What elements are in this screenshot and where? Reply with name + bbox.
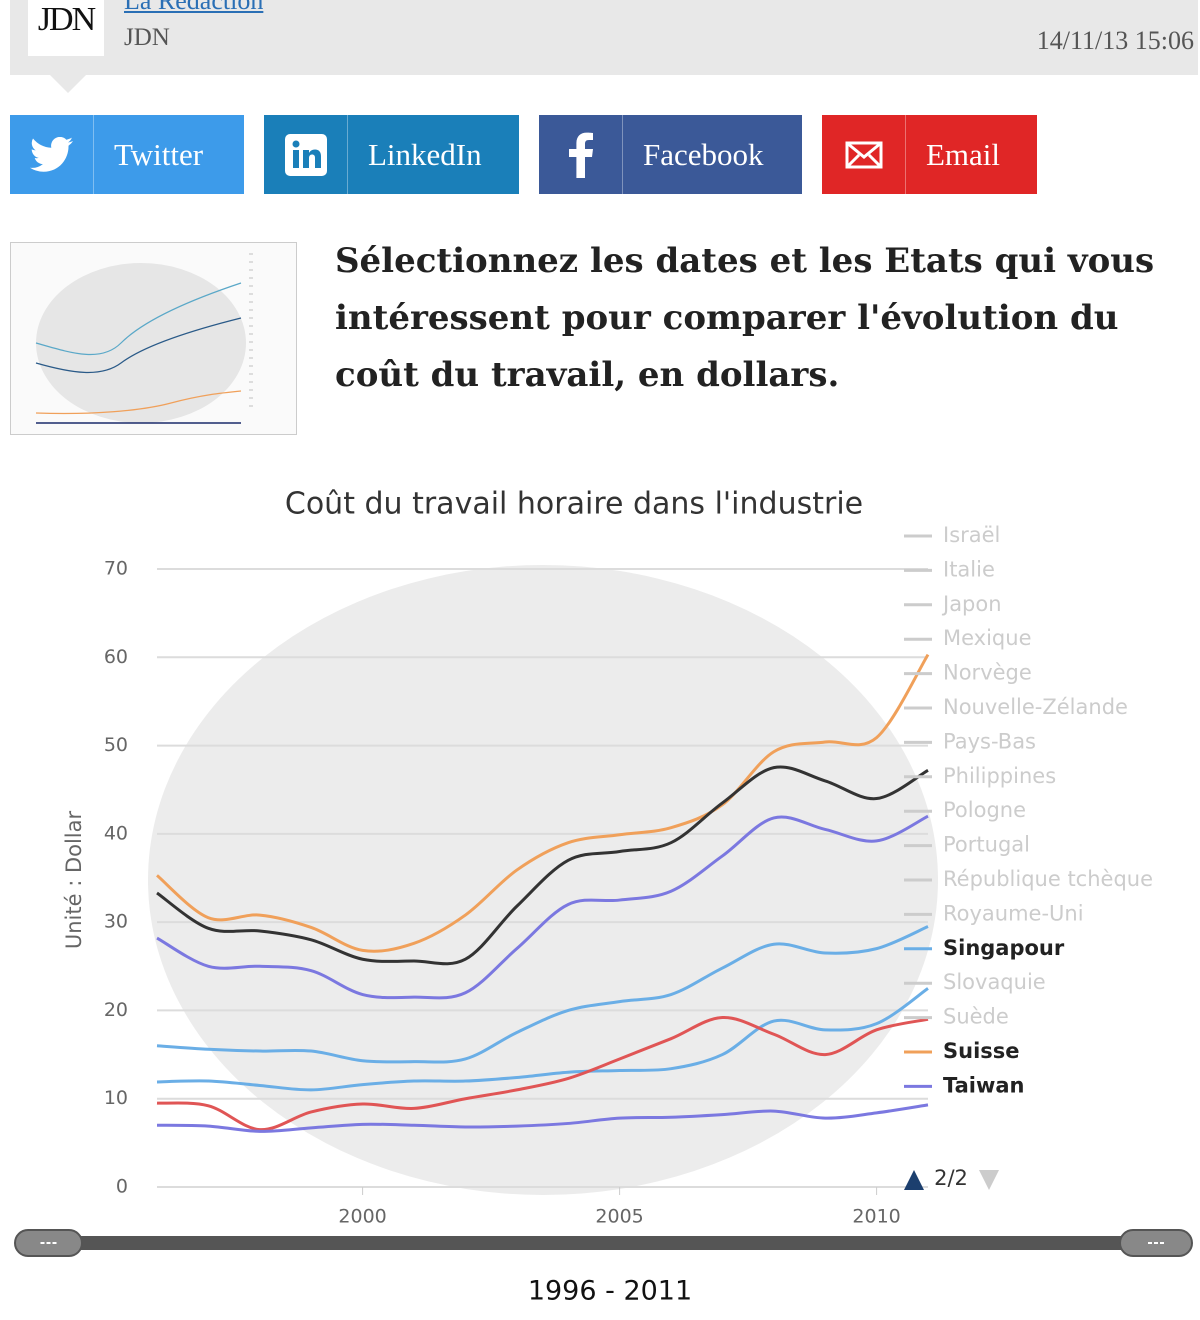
icon bbox=[29, 136, 73, 172]
x-tick-label: 2010 bbox=[852, 1206, 900, 1228]
source: JDN bbox=[124, 24, 170, 51]
chart-title: Coût du travail horaire dans l'industrie bbox=[285, 487, 863, 522]
chart: Coût du travail horaire dans l'industrie… bbox=[14, 487, 1193, 1307]
icon bbox=[568, 132, 593, 178]
series-line bbox=[156, 765, 929, 966]
y-tick-label: 60 bbox=[104, 646, 128, 668]
intro-text: Sélectionnez les dates et les Etats qui … bbox=[335, 241, 1155, 395]
email-icon bbox=[822, 115, 906, 194]
legend-label[interactable]: Norvège bbox=[943, 661, 1032, 685]
legend-label[interactable]: Japon bbox=[941, 592, 1002, 616]
range-slider-track bbox=[30, 1236, 1180, 1250]
icon bbox=[845, 141, 882, 168]
series-line bbox=[156, 987, 929, 1092]
legend-label[interactable]: Pays-Bas bbox=[943, 729, 1036, 753]
email-button[interactable]: Email bbox=[822, 115, 1037, 194]
legend-label[interactable]: Nouvelle-Zélande bbox=[943, 695, 1128, 719]
button-label: Email bbox=[926, 136, 1001, 172]
legend-label[interactable]: Portugal bbox=[943, 833, 1030, 857]
legend-label[interactable]: Italie bbox=[943, 557, 995, 581]
legend-next[interactable] bbox=[979, 1170, 999, 1190]
y-tick-label: 40 bbox=[104, 822, 128, 844]
legend-label[interactable]: Taiwan bbox=[943, 1073, 1025, 1097]
chart-thumbnail[interactable] bbox=[10, 242, 297, 435]
series-line bbox=[156, 814, 929, 1000]
x-tick-label: 2005 bbox=[595, 1206, 643, 1228]
linkedin-icon bbox=[264, 115, 348, 194]
series-line bbox=[156, 1103, 929, 1133]
y-tick-label: 20 bbox=[104, 999, 128, 1021]
button-label: Facebook bbox=[643, 136, 764, 172]
logo: JDN bbox=[28, 0, 104, 56]
thumbnail-art bbox=[35, 253, 253, 424]
series-line bbox=[156, 653, 930, 953]
series-line bbox=[156, 1015, 929, 1132]
legend-label[interactable]: Philippines bbox=[943, 764, 1056, 788]
twitter-button[interactable]: Twitter bbox=[10, 115, 244, 194]
legend-label[interactable]: République tchèque bbox=[943, 867, 1153, 891]
y-tick-label: 70 bbox=[104, 558, 128, 580]
author-link[interactable]: La Rédaction bbox=[124, 0, 264, 15]
y-tick-label: 0 bbox=[116, 1176, 128, 1198]
range-label: 1996 - 2011 bbox=[528, 1276, 692, 1307]
y-tick-label: 10 bbox=[104, 1087, 128, 1109]
twitter-icon bbox=[10, 115, 94, 194]
header-notch bbox=[50, 75, 86, 93]
series-line bbox=[156, 925, 929, 1064]
legend-label[interactable]: Royaume-Uni bbox=[943, 901, 1084, 925]
legend-prev[interactable] bbox=[904, 1170, 924, 1190]
y-axis-label: Unité : Dollar bbox=[62, 810, 86, 949]
y-tick-label: 30 bbox=[104, 911, 128, 933]
header-bar bbox=[10, 0, 1198, 75]
legend-label[interactable]: Slovaquie bbox=[943, 970, 1046, 994]
date: 14/11/13 15:06 bbox=[1036, 26, 1194, 55]
legend-page: 2/2 bbox=[934, 1166, 968, 1190]
y-tick-label: 50 bbox=[104, 734, 128, 756]
button-label: LinkedIn bbox=[368, 136, 482, 172]
linkedin-button[interactable]: LinkedIn bbox=[264, 115, 519, 194]
legend-label[interactable]: Israël bbox=[943, 523, 1000, 547]
legend-label[interactable]: Suède bbox=[943, 1005, 1009, 1029]
button-label: Twitter bbox=[114, 136, 204, 172]
facebook-button[interactable]: Facebook bbox=[539, 115, 802, 194]
legend-label[interactable]: Suisse bbox=[943, 1039, 1020, 1063]
facebook-icon bbox=[539, 115, 623, 194]
legend-label[interactable]: Pologne bbox=[943, 798, 1026, 822]
legend-label[interactable]: Singapour bbox=[943, 936, 1065, 960]
legend-label[interactable]: Mexique bbox=[943, 626, 1032, 650]
icon bbox=[284, 133, 327, 176]
x-tick-label: 2000 bbox=[338, 1206, 386, 1228]
